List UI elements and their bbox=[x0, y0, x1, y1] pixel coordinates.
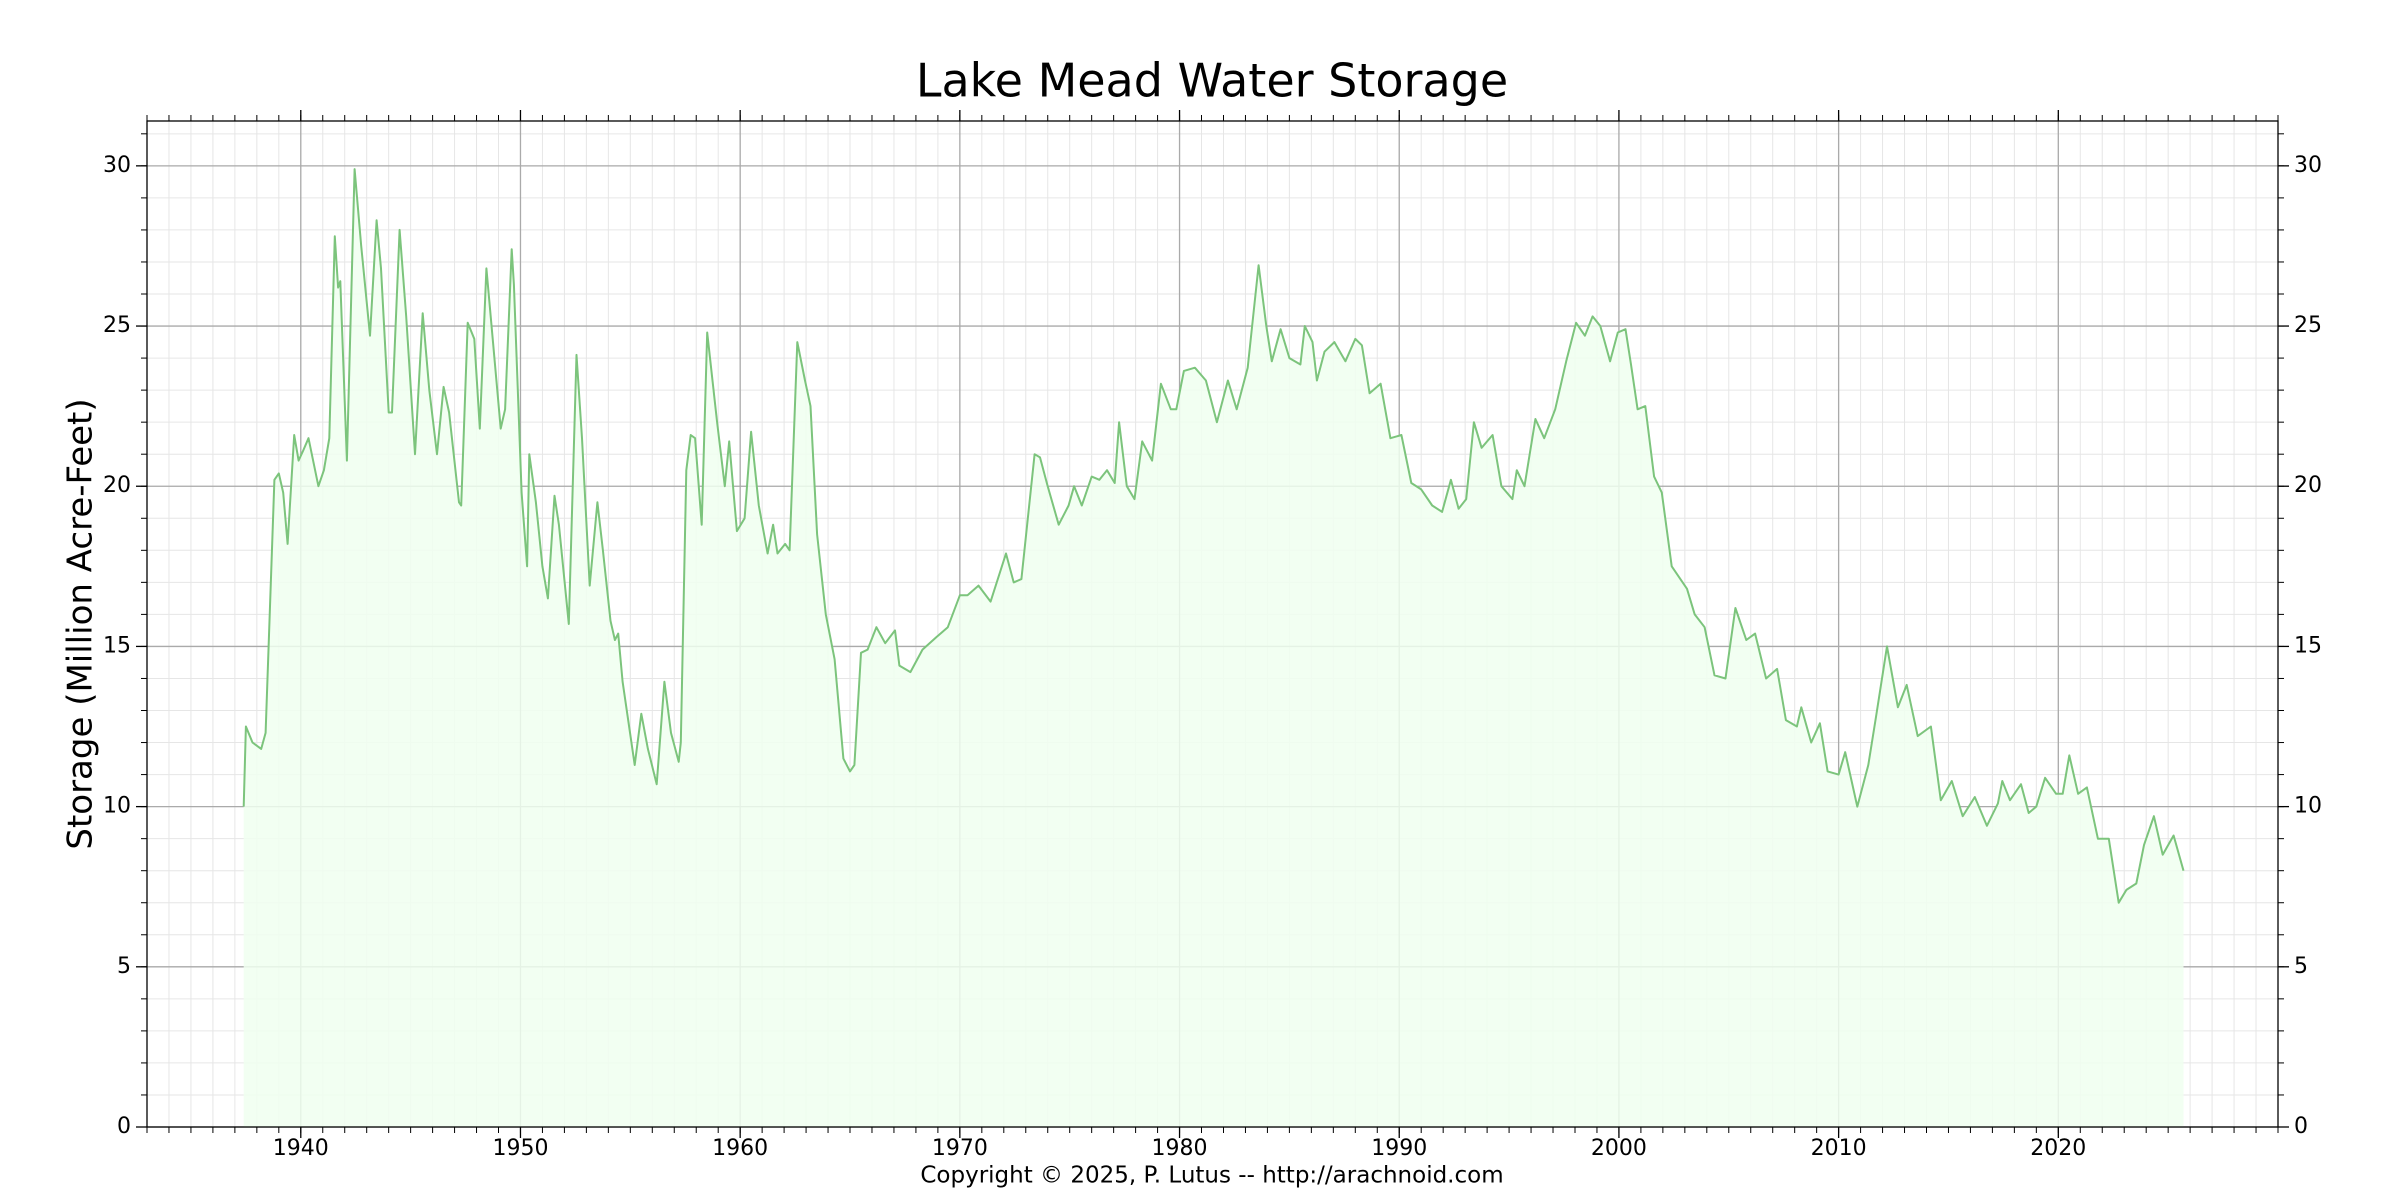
y-tick-label: 20 bbox=[103, 473, 131, 498]
x-tick-label: 1970 bbox=[932, 1136, 988, 1161]
x-tick-label: 1940 bbox=[273, 1136, 329, 1161]
x-tick-label: 1960 bbox=[712, 1136, 768, 1161]
y2-tick-label: 20 bbox=[2294, 473, 2322, 498]
plot-frame bbox=[146, 120, 2279, 1128]
plot-marks bbox=[242, 168, 2185, 1128]
y-axis-label: Storage (Million Acre-Feet) bbox=[61, 398, 101, 849]
y2-tick-label: 0 bbox=[2294, 1114, 2308, 1139]
storage-line bbox=[242, 168, 2185, 904]
y2-tick-label: 25 bbox=[2294, 313, 2322, 338]
chart-title: Lake Mead Water Storage bbox=[916, 54, 1508, 108]
x-tick-label: 2020 bbox=[2030, 1136, 2086, 1161]
y2-tick-label: 15 bbox=[2294, 633, 2322, 658]
x-tick-label: 1980 bbox=[1152, 1136, 1208, 1161]
y-tick-label: 30 bbox=[103, 153, 131, 178]
y2-tick-label: 5 bbox=[2294, 954, 2308, 979]
y-tick-label: 5 bbox=[117, 954, 131, 979]
y-tick-label: 10 bbox=[103, 794, 131, 819]
footer: Copyright © 2025, P. Lutus -- http://ara… bbox=[920, 1163, 1503, 1189]
x-tick-label: 1990 bbox=[1371, 1136, 1427, 1161]
y-tick-label: 15 bbox=[103, 633, 131, 658]
y2-tick-label: 30 bbox=[2294, 153, 2322, 178]
x-tick-label: 1950 bbox=[492, 1136, 548, 1161]
y2-tick-label: 10 bbox=[2294, 794, 2322, 819]
y-tick-label: 25 bbox=[103, 313, 131, 338]
x-tick-label: 2010 bbox=[1811, 1136, 1867, 1161]
y-tick-label: 0 bbox=[117, 1114, 131, 1139]
area-fill bbox=[243, 169, 2184, 1128]
x-tick-label: 2000 bbox=[1591, 1136, 1647, 1161]
